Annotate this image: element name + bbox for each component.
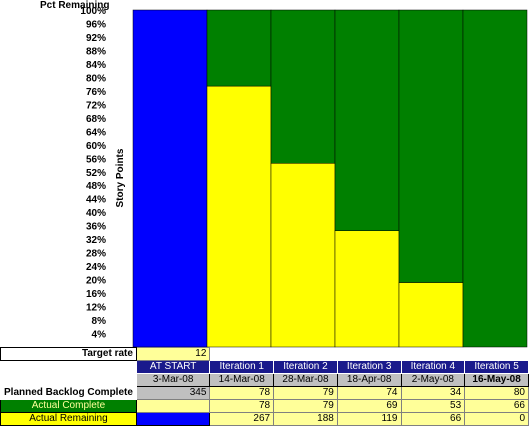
empty-cell xyxy=(337,348,401,361)
value-cell: 66 xyxy=(400,412,466,426)
y-tick-label: 40% xyxy=(86,208,106,219)
bar-complete xyxy=(398,9,464,283)
chart-title: Pct Remaining xyxy=(40,0,109,11)
y-tick-label: 4% xyxy=(92,330,107,341)
bar-remaining xyxy=(270,163,336,348)
date-cell: 18-Apr-08 xyxy=(336,373,402,387)
empty-cell xyxy=(274,348,338,361)
value-cell: 78 xyxy=(209,386,275,400)
column-header: Iteration 1 xyxy=(209,360,274,374)
y-tick-label: 72% xyxy=(86,100,106,111)
y-axis-label: Story Points xyxy=(115,148,126,207)
value-cell: 80 xyxy=(464,386,529,400)
bar-complete xyxy=(334,9,400,231)
y-tick-label: 64% xyxy=(86,127,106,138)
column-header: AT START xyxy=(136,360,210,374)
value-cell: 267 xyxy=(209,412,275,426)
target-rate-label: Target rate xyxy=(0,347,137,361)
target-rate-value: 12 xyxy=(135,347,211,361)
column-header: Iteration 5 xyxy=(464,360,529,374)
y-tick-label: 80% xyxy=(86,73,106,84)
value-cell: 74 xyxy=(336,386,402,400)
date-cell: 2-May-08 xyxy=(400,373,466,387)
bar-at-start xyxy=(132,9,208,348)
bars xyxy=(132,9,528,348)
row-label: Actual Complete xyxy=(0,399,137,413)
y-tick-label: 100% xyxy=(80,6,106,17)
empty-cell xyxy=(1,374,137,387)
table-row: Planned Backlog Complete 345 78 79 74 34 80 xyxy=(1,386,529,400)
row-target-rate: Target rate 12 xyxy=(0,347,529,361)
table-row: Actual Remaining 345 267 188 119 66 0 xyxy=(0,412,529,426)
y-tick-label: 20% xyxy=(86,276,106,287)
y-tick-label: 76% xyxy=(86,87,106,98)
y-tick-label: 12% xyxy=(86,303,106,314)
y-tick-label: 56% xyxy=(86,154,106,165)
value-cell: 0 xyxy=(464,412,529,426)
value-cell: 53 xyxy=(400,399,466,413)
y-tick-label: 32% xyxy=(86,235,106,246)
bar-complete xyxy=(270,9,336,164)
value-cell: 78 xyxy=(209,399,275,413)
bar-complete xyxy=(206,9,272,87)
data-table: Target rate 12 AT START Iteration 1 Iteratio… xyxy=(0,347,529,426)
value-cell: 79 xyxy=(273,399,338,413)
y-tick-label: 60% xyxy=(86,141,106,152)
value-cell xyxy=(135,399,211,413)
value-cell: 345 xyxy=(135,412,211,426)
y-tick-label: 84% xyxy=(86,60,106,71)
y-axis-ticks: 100% 96% 92% 88% 84% 80% 76% 72% 68% 64% 60% 56% 52%… xyxy=(80,6,106,341)
y-tick-label: 8% xyxy=(92,316,107,327)
y-tick-label: 88% xyxy=(86,46,106,57)
value-cell: 79 xyxy=(273,386,338,400)
empty-cell xyxy=(1,361,137,374)
empty-cell xyxy=(465,348,529,361)
y-tick-label: 52% xyxy=(86,168,106,179)
empty-cell xyxy=(210,348,274,361)
column-header: Iteration 2 xyxy=(273,360,338,374)
value-cell: 345 xyxy=(135,386,211,400)
date-cell: 16-May-08 xyxy=(464,373,529,387)
bar-remaining xyxy=(206,85,272,348)
date-cell: 3-Mar-08 xyxy=(135,373,211,387)
value-cell: 188 xyxy=(273,412,338,426)
empty-cell xyxy=(401,348,465,361)
row-headers: AT START Iteration 1 Iteration 2 Iteration … xyxy=(1,360,529,374)
y-tick-label: 68% xyxy=(86,114,106,125)
y-tick-label: 44% xyxy=(86,195,106,206)
y-tick-label: 92% xyxy=(86,33,106,44)
y-tick-label: 28% xyxy=(86,249,106,260)
y-tick-label: 16% xyxy=(86,289,106,300)
column-header: Iteration 4 xyxy=(401,360,465,374)
value-cell: 66 xyxy=(464,399,529,413)
bar-remaining xyxy=(398,282,464,348)
value-cell: 34 xyxy=(400,386,466,400)
row-label: Planned Backlog Complete xyxy=(4,387,133,399)
y-tick-label: 48% xyxy=(86,181,106,192)
row-label: Actual Remaining xyxy=(0,412,137,426)
date-cell: 28-Mar-08 xyxy=(273,373,338,387)
table-row: Actual Complete 78 79 69 53 66 xyxy=(0,399,529,413)
date-cell: 14-Mar-08 xyxy=(209,373,275,387)
value-cell: 119 xyxy=(336,412,402,426)
bar-complete xyxy=(462,9,528,348)
row-dates: 3-Mar-08 14-Mar-08 28-Mar-08 18-Apr-08 2-May… xyxy=(1,373,529,387)
value-cell: 69 xyxy=(336,399,402,413)
y-tick-label: 96% xyxy=(86,19,106,30)
burndown-chart: Pct Remaining Story Points 100% 96% 92% 88%… xyxy=(40,0,528,348)
y-tick-label: 24% xyxy=(86,262,106,273)
bar-remaining xyxy=(334,230,400,348)
y-tick-label: 36% xyxy=(86,222,106,233)
column-header: Iteration 3 xyxy=(337,360,401,374)
